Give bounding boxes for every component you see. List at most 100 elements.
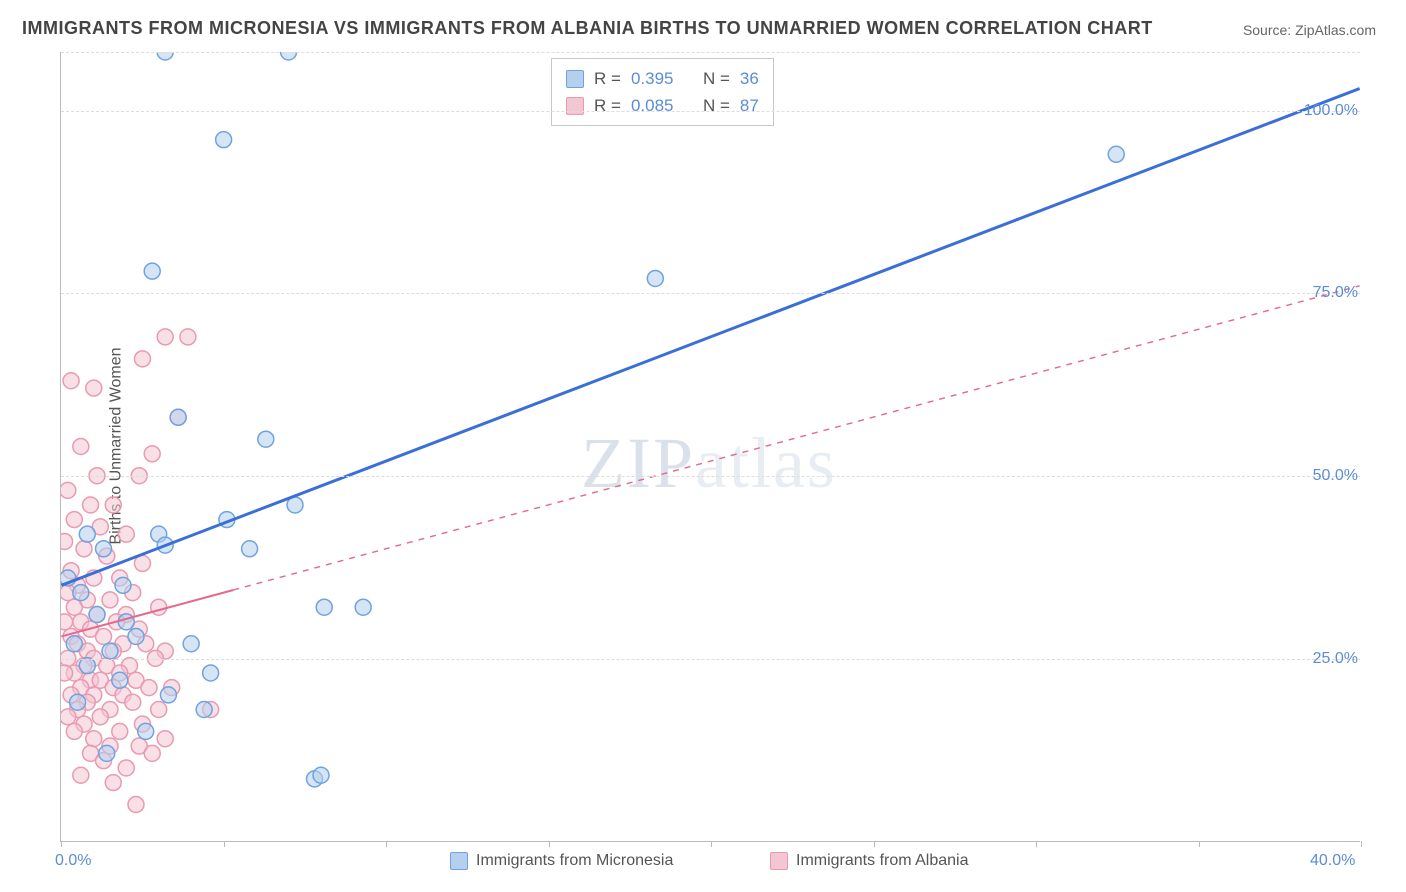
scatter-point — [134, 555, 150, 571]
gridline — [61, 293, 1360, 294]
scatter-point — [79, 643, 95, 659]
scatter-point — [125, 585, 141, 601]
scatter-point — [99, 745, 115, 761]
scatter-point — [63, 687, 79, 703]
scatter-point — [92, 519, 108, 535]
stats-swatch-series2 — [566, 97, 584, 115]
scatter-point — [258, 431, 274, 447]
scatter-point — [105, 643, 121, 659]
scatter-point — [131, 621, 147, 637]
scatter-point — [109, 614, 125, 630]
scatter-point — [151, 599, 167, 615]
scatter-point — [157, 643, 173, 659]
gridline — [61, 111, 1360, 112]
scatter-point — [61, 709, 76, 725]
scatter-point — [1108, 146, 1124, 162]
x-tick-label: 0.0% — [55, 852, 91, 870]
x-tick — [61, 841, 62, 847]
scatter-point — [86, 570, 102, 586]
scatter-point — [128, 796, 144, 812]
scatter-point — [160, 687, 176, 703]
scatter-point — [112, 570, 128, 586]
scatter-point — [144, 745, 160, 761]
scatter-point — [79, 526, 95, 542]
x-tick — [711, 841, 712, 847]
scatter-point — [118, 614, 134, 630]
y-tick-label: 100.0% — [1304, 102, 1358, 120]
gridline — [61, 476, 1360, 477]
y-tick-label: 75.0% — [1313, 284, 1358, 302]
scatter-point — [131, 738, 147, 754]
scatter-point — [138, 636, 154, 652]
scatter-point — [70, 577, 86, 593]
scatter-point — [105, 775, 121, 791]
scatter-point — [134, 351, 150, 367]
r-value-series2: 0.085 — [631, 92, 674, 119]
stats-box: R = 0.395 N = 36 R = 0.085 N = 87 — [551, 58, 774, 126]
scatter-point — [63, 563, 79, 579]
scatter-point — [203, 665, 219, 681]
scatter-point — [287, 497, 303, 513]
scatter-point — [115, 577, 131, 593]
scatter-point — [96, 541, 112, 557]
scatter-point — [128, 628, 144, 644]
scatter-point — [170, 409, 186, 425]
y-tick-label: 25.0% — [1313, 650, 1358, 668]
scatter-point — [89, 607, 105, 623]
gridline — [61, 52, 1360, 53]
scatter-point — [105, 680, 121, 696]
scatter-point — [66, 665, 82, 681]
scatter-point — [102, 592, 118, 608]
regression-line-solid — [61, 590, 233, 636]
scatter-point — [66, 599, 82, 615]
scatter-point — [164, 680, 180, 696]
chart-svg — [61, 52, 1360, 841]
scatter-point — [86, 731, 102, 747]
scatter-point — [66, 723, 82, 739]
scatter-point — [92, 672, 108, 688]
scatter-point — [83, 621, 99, 637]
x-tick — [549, 841, 550, 847]
stats-row-series1: R = 0.395 N = 36 — [566, 65, 759, 92]
legend-label-series1: Immigrants from Micronesia — [476, 852, 673, 870]
scatter-point — [118, 526, 134, 542]
scatter-point — [313, 767, 329, 783]
legend-swatch-series1 — [450, 852, 468, 870]
scatter-point — [203, 702, 219, 718]
x-tick — [1361, 841, 1362, 847]
scatter-point — [61, 570, 76, 586]
scatter-point — [105, 497, 121, 513]
scatter-point — [83, 672, 99, 688]
scatter-point — [138, 723, 154, 739]
scatter-point — [157, 329, 173, 345]
x-tick — [874, 841, 875, 847]
y-tick-label: 50.0% — [1313, 467, 1358, 485]
scatter-point — [151, 702, 167, 718]
scatter-point — [151, 526, 167, 542]
scatter-point — [118, 760, 134, 776]
scatter-point — [70, 636, 86, 652]
scatter-point — [73, 767, 89, 783]
scatter-point — [157, 52, 173, 60]
scatter-point — [89, 607, 105, 623]
x-tick — [224, 841, 225, 847]
scatter-point — [183, 636, 199, 652]
scatter-point — [281, 52, 297, 60]
scatter-point — [70, 702, 86, 718]
scatter-point — [118, 607, 134, 623]
scatter-point — [125, 694, 141, 710]
scatter-point — [83, 745, 99, 761]
regression-line-solid — [61, 89, 1359, 586]
n-label: N = — [703, 92, 730, 119]
scatter-point — [61, 533, 73, 549]
scatter-point — [112, 723, 128, 739]
regression-line-dashed — [233, 286, 1359, 590]
scatter-point — [196, 702, 212, 718]
scatter-point — [86, 380, 102, 396]
scatter-point — [92, 709, 108, 725]
watermark: ZIPatlas — [581, 422, 837, 505]
n-value-series2: 87 — [740, 92, 759, 119]
scatter-point — [144, 263, 160, 279]
scatter-point — [99, 548, 115, 564]
scatter-point — [61, 482, 76, 498]
